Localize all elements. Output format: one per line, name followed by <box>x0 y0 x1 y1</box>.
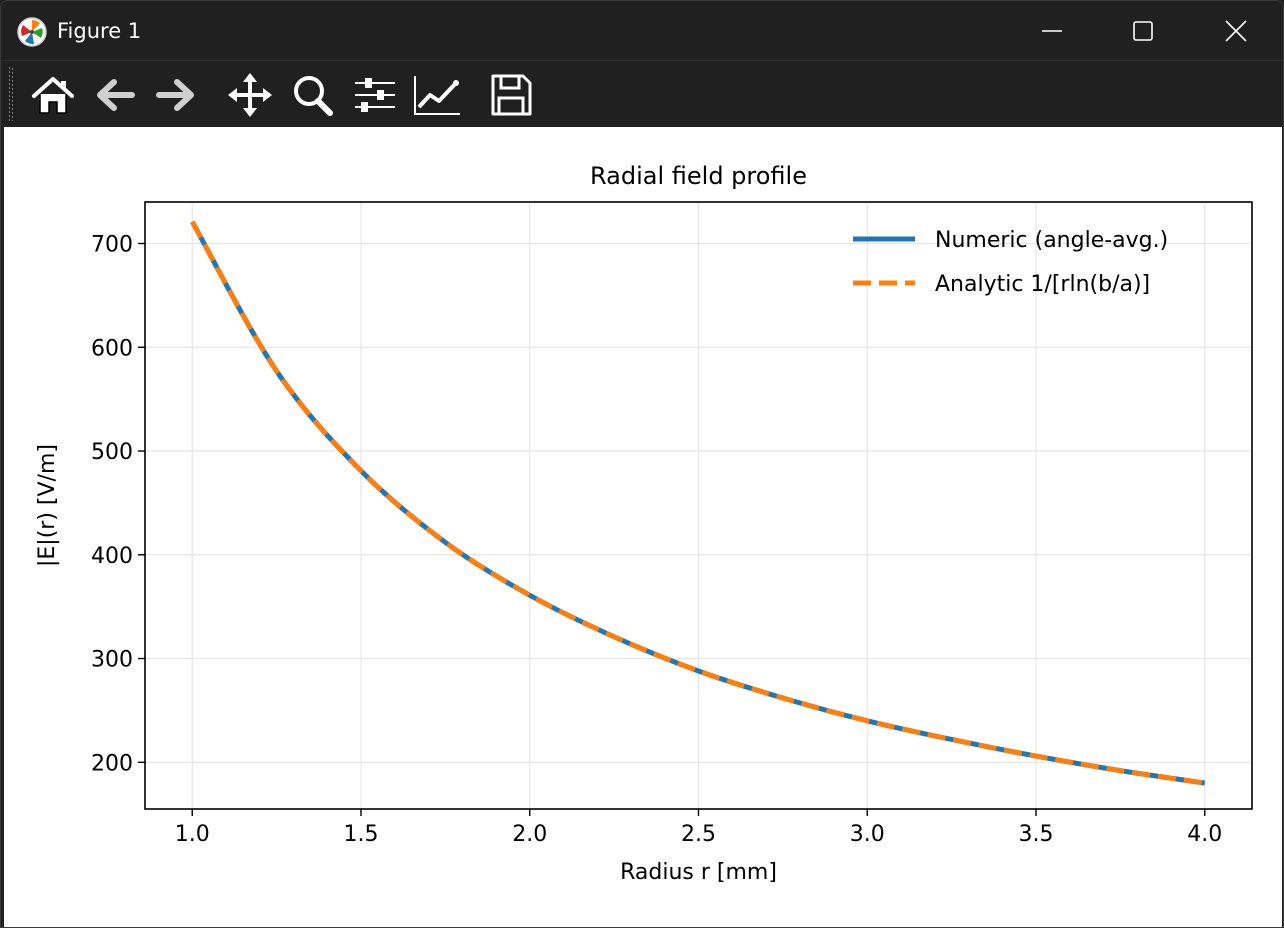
x-tick-label: 2.5 <box>681 822 716 847</box>
y-tick-label: 500 <box>91 440 133 465</box>
x-tick-label: 1.0 <box>175 822 210 847</box>
grid-lines <box>145 202 1252 809</box>
magnifier-icon <box>294 76 333 116</box>
close-button[interactable] <box>1211 11 1261 51</box>
home-icon <box>32 77 74 114</box>
close-icon <box>1225 20 1247 42</box>
minimize-icon <box>1042 30 1062 32</box>
forward-button[interactable] <box>151 70 201 120</box>
legend: Numeric (angle-avg.) Analytic 1/[rln(b/a)… <box>853 228 1168 297</box>
subplots-button[interactable] <box>350 70 400 120</box>
line-chart-icon <box>414 76 460 115</box>
series-lines <box>190 220 1206 786</box>
pan-button[interactable] <box>225 70 275 120</box>
figure-canvas[interactable]: 1.0 1.5 2.0 2.5 3.0 3.5 4.0 200 300 400 500 600 700 … <box>4 127 1282 927</box>
matplotlib-logo-icon <box>17 17 47 47</box>
save-button[interactable] <box>486 70 536 120</box>
y-tick-label: 300 <box>91 648 133 673</box>
legend-analytic-label: Analytic 1/[rln(b/a)] <box>935 272 1150 297</box>
y-tick-label: 200 <box>91 751 133 776</box>
title-bar[interactable]: Figure 1 <box>1 1 1283 59</box>
floppy-disk-icon <box>491 74 532 116</box>
back-button[interactable] <box>90 70 140 120</box>
x-tick-label: 1.5 <box>344 822 379 847</box>
toolbar-grip-icon[interactable] <box>8 67 14 121</box>
arrow-right-icon <box>156 79 194 111</box>
y-axis-label: |E|(r) [V/m] <box>35 444 60 567</box>
y-tick-label: 400 <box>91 544 133 569</box>
x-tick-label: 3.0 <box>850 822 885 847</box>
sliders-icon <box>355 78 395 112</box>
y-tick-label: 600 <box>91 336 133 361</box>
y-tick-label: 700 <box>91 233 133 258</box>
maximize-icon <box>1133 21 1153 41</box>
zoom-button[interactable] <box>287 70 337 120</box>
arrow-left-icon <box>97 79 135 111</box>
x-tick-label: 2.0 <box>512 822 547 847</box>
axis-ticks: 1.0 1.5 2.0 2.5 3.0 3.5 4.0 200 300 400 500 600 700 <box>91 233 1222 847</box>
customize-button[interactable] <box>412 70 462 120</box>
series-analytic-line <box>190 220 1206 786</box>
x-tick-label: 4.0 <box>1187 822 1222 847</box>
home-button[interactable] <box>28 70 78 120</box>
x-axis-label: Radius r [mm] <box>620 860 777 885</box>
minimize-button[interactable] <box>1027 11 1077 51</box>
move-icon <box>228 73 272 117</box>
navigation-toolbar <box>1 60 1283 127</box>
window-title: Figure 1 <box>57 19 142 43</box>
maximize-button[interactable] <box>1118 11 1168 51</box>
legend-numeric-label: Numeric (angle-avg.) <box>935 228 1168 253</box>
line-chart[interactable]: 1.0 1.5 2.0 2.5 3.0 3.5 4.0200300400500600700 … <box>4 127 1282 927</box>
chart-title: Radial field profile <box>590 162 807 190</box>
x-tick-label: 3.5 <box>1019 822 1054 847</box>
